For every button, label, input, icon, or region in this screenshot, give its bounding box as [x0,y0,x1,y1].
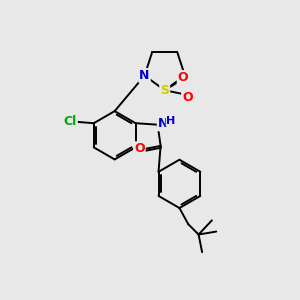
Text: Cl: Cl [64,115,77,128]
Text: H: H [166,116,176,126]
Text: N: N [140,69,150,82]
Text: S: S [160,84,169,97]
Text: O: O [182,91,193,104]
Text: N: N [158,117,168,130]
Text: O: O [178,71,188,84]
Text: O: O [134,142,145,155]
